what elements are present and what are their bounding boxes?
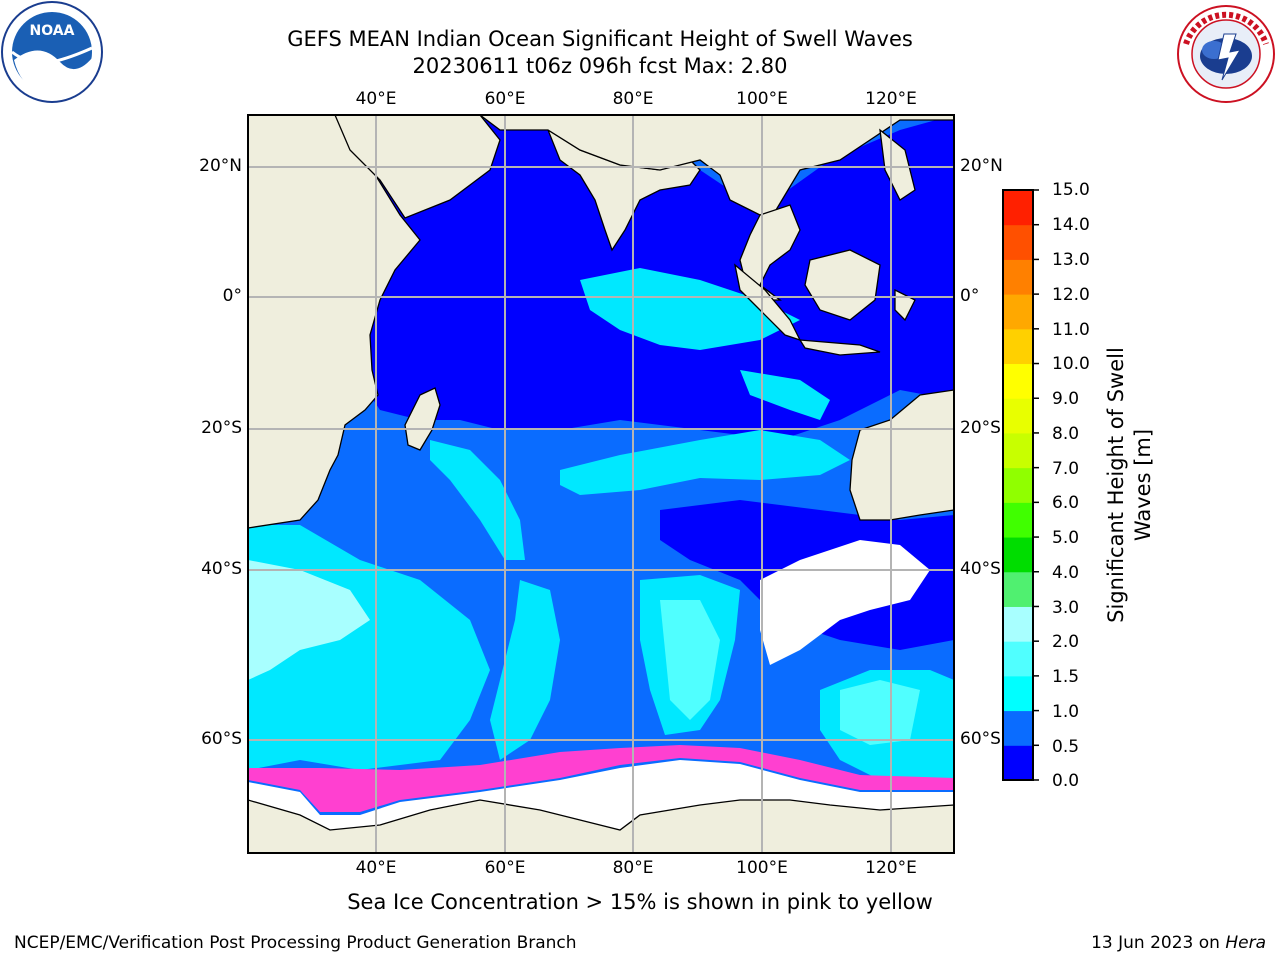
lat-tick-left: 40°S <box>201 559 242 579</box>
colorbar-segment <box>1003 502 1033 538</box>
colorbar-tick-label: 14.0 <box>1052 215 1090 235</box>
lon-tick-top: 80°E <box>612 89 654 109</box>
lon-tick-top: 100°E <box>736 89 788 109</box>
colorbar-tick-label: 1.5 <box>1052 667 1080 687</box>
lat-tick-right: 40°S <box>960 559 1001 579</box>
lon-tick-top: 40°E <box>355 89 397 109</box>
map-frame <box>247 114 955 854</box>
footer-machine: Hera <box>1225 933 1266 953</box>
footer-credit: NCEP/EMC/Verification Post Processing Pr… <box>14 933 577 953</box>
land-antarctica <box>248 799 954 853</box>
graticule <box>248 115 954 853</box>
colorbar-tick-label: 13.0 <box>1052 250 1090 270</box>
colorbar-segment <box>1003 641 1033 677</box>
lat-tick-right: 0° <box>960 286 980 306</box>
colorbar-tick-label: 5.0 <box>1052 528 1080 548</box>
colorbar-tick-label: 2.0 <box>1052 632 1080 652</box>
map-subtitle: 20230611 t06z 096h fcst Max: 2.80 <box>412 54 788 78</box>
colorbar-tick-label: 8.0 <box>1052 424 1080 444</box>
swell-patch-south-mid <box>490 580 560 760</box>
colorbar-tick-label: 6.0 <box>1052 493 1080 513</box>
colorbar-tick-label: 7.0 <box>1052 459 1080 479</box>
land-southeast-asia <box>739 204 801 301</box>
lat-tick-right: 20°S <box>960 418 1001 438</box>
colorbar-tick-label: 0.5 <box>1052 737 1080 757</box>
footer-date: 13 Jun 2023 on Hera <box>1091 933 1266 953</box>
nodata-patch-australia <box>760 540 930 665</box>
lon-tick-bottom: 100°E <box>736 858 788 878</box>
nws-logo <box>1177 5 1275 103</box>
colorbar-segment <box>1003 224 1033 260</box>
sea-ice-caption: Sea Ice Concentration > 15% is shown in … <box>347 890 933 914</box>
colorbar-segment <box>1003 190 1033 226</box>
swell-patch-equatorial <box>580 268 800 350</box>
svg-text:NOAA: NOAA <box>30 23 75 39</box>
lat-tick-right: 60°S <box>960 729 1001 749</box>
colorbar-title-text: Significant Height of Swell Waves [m] <box>1104 347 1155 623</box>
colorbar-tick-label: 12.0 <box>1052 285 1090 305</box>
land-java <box>798 339 881 356</box>
colorbar-segment <box>1003 745 1033 781</box>
footer-date-text: 13 Jun 2023 on <box>1091 933 1226 953</box>
colorbar-tick-label: 10.0 <box>1052 354 1090 374</box>
lon-tick-bottom: 60°E <box>484 858 526 878</box>
swell-max-southeast <box>840 680 920 745</box>
lat-tick-left: 20°N <box>199 156 242 176</box>
land-australia <box>849 389 954 521</box>
lat-tick-right: 20°N <box>960 156 1003 176</box>
lon-tick-bottom: 120°E <box>865 858 917 878</box>
lon-tick-top: 60°E <box>484 89 526 109</box>
colorbar-tick-label: 15.0 <box>1052 180 1090 200</box>
lat-tick-left: 20°S <box>201 418 242 438</box>
colorbar <box>1002 189 1039 781</box>
colorbar-segment <box>1003 432 1033 469</box>
colorbar-segment <box>1003 259 1033 295</box>
colorbar-tick-label: 11.0 <box>1052 320 1090 340</box>
land-borneo <box>804 249 881 321</box>
colorbar-tick-label: 9.0 <box>1052 389 1080 409</box>
colorbar-segment <box>1003 675 1033 712</box>
colorbar-tick-label: 3.0 <box>1052 598 1080 618</box>
colorbar-tick-label: 0.0 <box>1052 771 1080 791</box>
colorbar-segment <box>1003 294 1033 330</box>
swell-patch-west <box>430 440 525 560</box>
lon-tick-bottom: 80°E <box>612 858 654 878</box>
colorbar-frame <box>1002 189 1034 781</box>
land-philippines <box>879 128 916 201</box>
colorbar-tick-label: 1.0 <box>1052 702 1080 722</box>
lon-tick-top: 120°E <box>865 89 917 109</box>
colorbar-segment <box>1003 328 1033 365</box>
swell-max-south <box>660 600 720 720</box>
colorbar-tick-label: 4.0 <box>1052 563 1080 583</box>
colorbar-segment <box>1003 363 1033 399</box>
lon-tick-bottom: 40°E <box>355 858 397 878</box>
lat-tick-left: 0° <box>222 286 242 306</box>
land-sumatra <box>734 263 802 342</box>
colorbar-segment <box>1003 398 1033 434</box>
swell-max-southwest <box>248 560 370 680</box>
map-title: GEFS MEAN Indian Ocean Significant Heigh… <box>287 27 913 51</box>
colorbar-segment <box>1003 710 1033 746</box>
colorbar-segment <box>1003 537 1033 573</box>
noaa-logo: NOAA <box>1 1 103 103</box>
lat-tick-left: 60°S <box>201 729 242 749</box>
colorbar-segment <box>1003 571 1033 607</box>
colorbar-segment <box>1003 606 1033 642</box>
colorbar-segment <box>1003 467 1033 503</box>
sea-ice-band <box>248 745 954 812</box>
